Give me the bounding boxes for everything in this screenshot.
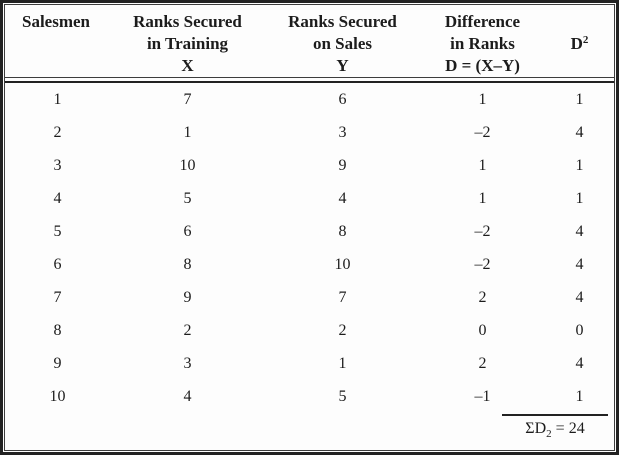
table-row: 6 8 10 –2 4 — [5, 248, 614, 281]
difference-cell: –1 — [474, 387, 491, 405]
rank-y-cell: 2 — [338, 321, 347, 339]
rank-y-cell: 8 — [338, 222, 347, 240]
salesman-cell: 4 — [53, 189, 62, 207]
rank-x-cell: 4 — [183, 387, 192, 405]
rank-x-cell: 8 — [183, 255, 192, 273]
rank-x-cell: 6 — [183, 222, 192, 240]
salesman-cell: 6 — [53, 255, 62, 273]
d-squared-cell: 1 — [575, 189, 584, 207]
d-squared-cell: 4 — [575, 123, 584, 141]
rank-y-cell: 9 — [338, 156, 347, 174]
salesman-cell: 1 — [53, 90, 62, 108]
salesman-cell: 2 — [53, 123, 62, 141]
header-ranks-sales: Ranks Secured on Sales Y — [265, 11, 420, 77]
d-squared-cell: 1 — [575, 90, 584, 108]
salesman-cell: 7 — [53, 288, 62, 306]
sigma-d-label: ΣD — [525, 420, 547, 437]
header-ranks-training-line1: Ranks Secured — [133, 12, 242, 31]
rank-y-cell: 6 — [338, 90, 347, 108]
difference-cell: 0 — [478, 321, 487, 339]
d-squared-cell: 1 — [575, 387, 584, 405]
table-row: 1 7 6 1 1 — [5, 83, 614, 116]
difference-cell: 1 — [478, 189, 487, 207]
rank-x-cell: 1 — [183, 123, 192, 141]
salesman-cell: 5 — [53, 222, 62, 240]
table-row: 5 6 8 –2 4 — [5, 215, 614, 248]
difference-cell: –2 — [474, 222, 491, 240]
d-squared-cell: 4 — [575, 222, 584, 240]
header-salesmen-label: Salesmen — [22, 12, 90, 31]
header-ranks-sales-line1: Ranks Secured — [288, 12, 397, 31]
table-row: 3 10 9 1 1 — [5, 149, 614, 182]
rank-x-cell: 7 — [183, 90, 192, 108]
subscript-2: 2 — [546, 428, 552, 440]
rank-x-cell: 2 — [183, 321, 192, 339]
table-body: 1 7 6 1 1 2 1 3 –2 4 3 1 — [5, 83, 614, 413]
d-squared-cell: 4 — [575, 288, 584, 306]
header-ranks-sales-line2: on Sales — [312, 34, 373, 53]
header-ranks-training: Ranks Secured in Training X — [110, 11, 265, 77]
table-row: 2 1 3 –2 4 — [5, 116, 614, 149]
rank-y-cell: 4 — [338, 189, 347, 207]
difference-cell: 2 — [478, 288, 487, 306]
sum-value: = 24 — [551, 420, 585, 437]
header-difference-formula: D = (X–Y) — [445, 56, 520, 75]
superscript-2: 2 — [582, 34, 589, 46]
difference-cell: 1 — [478, 156, 487, 174]
salesman-cell: 9 — [53, 354, 62, 372]
d-squared-cell: 4 — [575, 255, 584, 273]
table-header-row: Salesmen Ranks Secured in Training X Ran… — [5, 5, 614, 77]
rank-x-cell: 3 — [183, 354, 192, 372]
rank-y-cell: 5 — [338, 387, 347, 405]
rank-y-cell: 1 — [338, 354, 347, 372]
salesman-cell: 3 — [53, 156, 62, 174]
header-difference: Difference in Ranks D = (X–Y) — [420, 11, 545, 77]
d-squared-cell: 0 — [575, 321, 584, 339]
header-salesmen: Salesmen — [5, 11, 110, 77]
difference-cell: 2 — [478, 354, 487, 372]
header-ranks-training-symbol: X — [181, 56, 194, 75]
difference-cell: –2 — [474, 123, 491, 141]
header-rule-thin — [5, 77, 614, 78]
header-ranks-training-line2: in Training — [146, 34, 229, 53]
header-d-squared: D2 — [545, 11, 614, 77]
sum-d-squared: ΣD2 = 24 — [502, 414, 608, 440]
sum-row: ΣD2 = 24 — [5, 413, 614, 449]
table-inner-frame: Salesmen Ranks Secured in Training X Ran… — [4, 4, 615, 451]
table-row: 4 5 4 1 1 — [5, 182, 614, 215]
d-squared-cell: 1 — [575, 156, 584, 174]
d-squared-cell: 4 — [575, 354, 584, 372]
table-row: 8 2 2 0 0 — [5, 314, 614, 347]
rank-y-cell: 10 — [334, 255, 351, 273]
rank-y-cell: 3 — [338, 123, 347, 141]
table-row: 7 9 7 2 4 — [5, 281, 614, 314]
rank-x-cell: 9 — [183, 288, 192, 306]
rank-y-cell: 7 — [338, 288, 347, 306]
difference-cell: 1 — [478, 90, 487, 108]
rank-x-cell: 10 — [179, 156, 196, 174]
header-ranks-sales-symbol: Y — [336, 56, 349, 75]
header-rule-thick — [5, 81, 614, 83]
difference-cell: –2 — [474, 255, 491, 273]
data-table: 1 7 6 1 1 2 1 3 –2 4 3 1 — [5, 83, 614, 413]
rank-x-cell: 5 — [183, 189, 192, 207]
table-row: 10 4 5 –1 1 — [5, 380, 614, 413]
header-d-squared-label: D2 — [570, 34, 589, 53]
header-difference-line1: Difference — [444, 12, 521, 31]
table-row: 9 3 1 2 4 — [5, 347, 614, 380]
header-difference-line2: in Ranks — [450, 34, 515, 53]
salesman-cell: 10 — [49, 387, 66, 405]
salesman-cell: 8 — [53, 321, 62, 339]
